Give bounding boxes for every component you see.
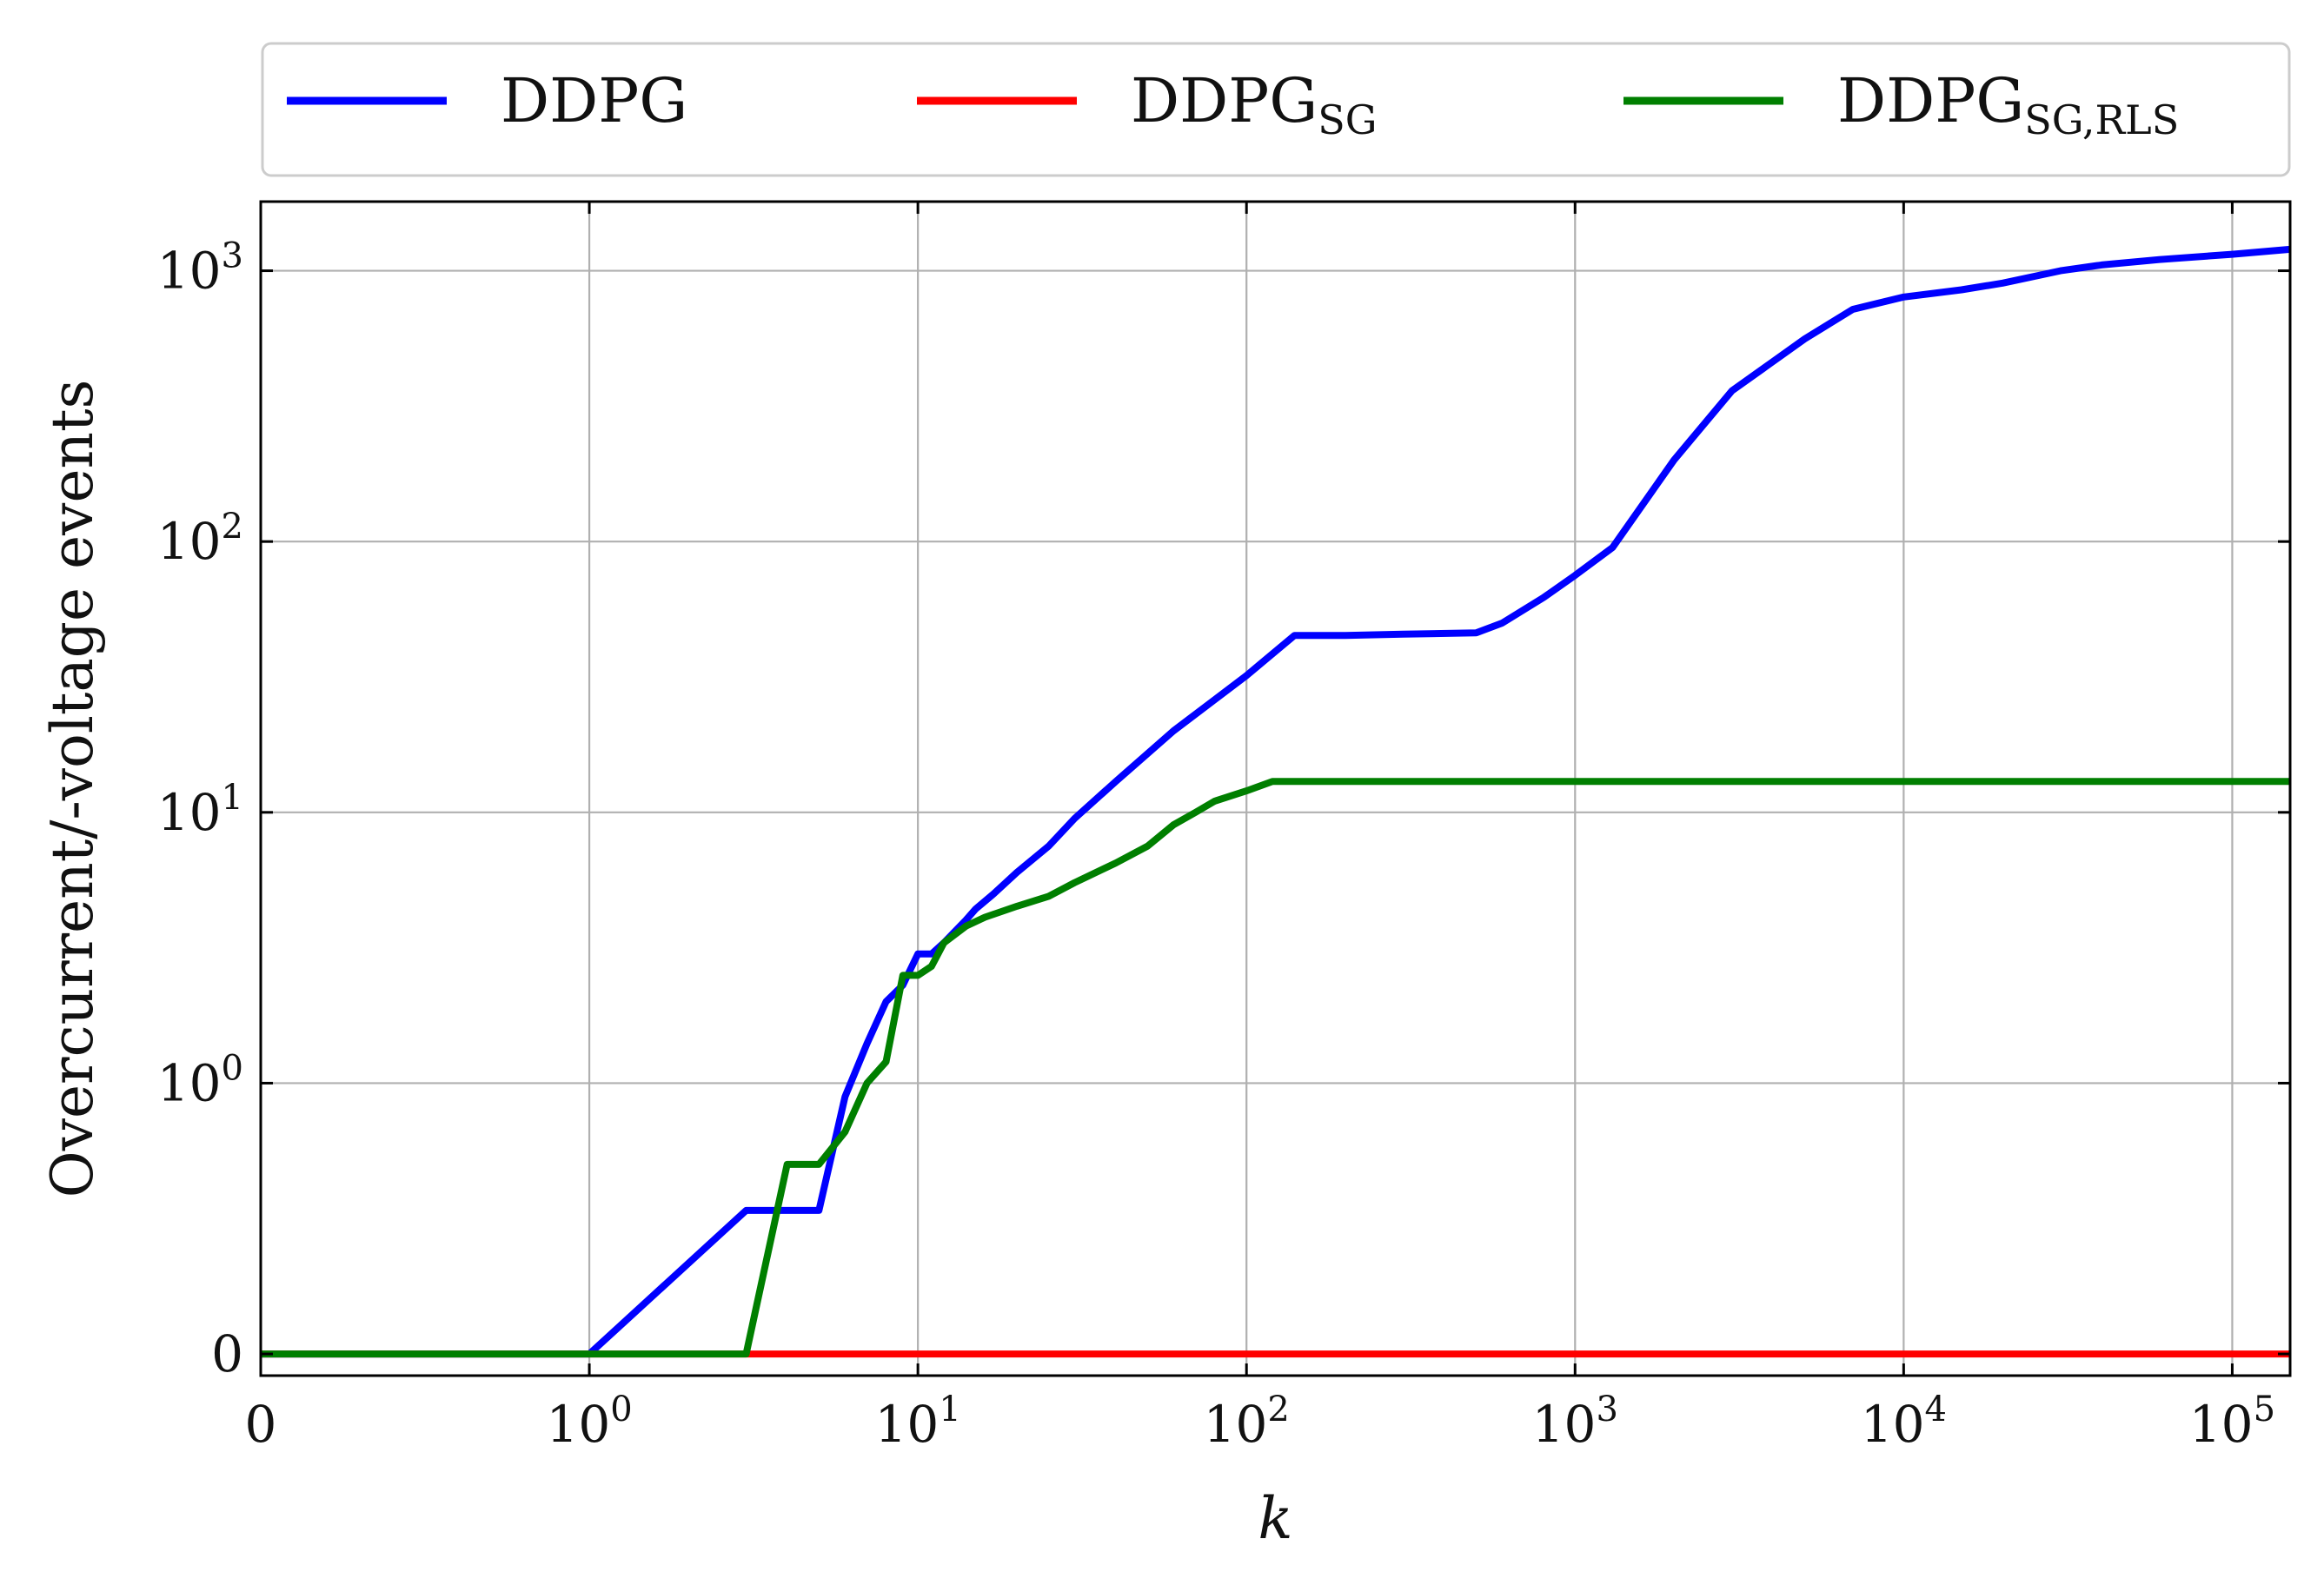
x-tick-label: 100 <box>546 1390 632 1454</box>
legend-box <box>261 42 2291 177</box>
y-tick-label: 102 <box>157 507 243 571</box>
x-tick-label: 101 <box>875 1390 961 1454</box>
plot-frame <box>259 200 2292 1377</box>
grid <box>261 202 2290 1376</box>
x-tick-label: 105 <box>2189 1390 2275 1454</box>
legend-label: DDPGSG,RLS <box>1837 65 2179 143</box>
x-tick-label: 0 <box>245 1395 277 1454</box>
legend: DDPG DDPGSG DDPGSG,RLS <box>261 42 2291 177</box>
x-tick-label: 104 <box>1861 1390 1947 1454</box>
legend-label: DDPGSG <box>1131 65 1378 143</box>
y-axis-label: Overcurrent/-voltage events <box>39 380 106 1198</box>
axes: 0 100 101 102 103 104 105 0 100 101 102 103 <box>157 200 2292 1454</box>
y-tick-label: 103 <box>157 236 243 301</box>
y-tick-label: 101 <box>157 778 243 842</box>
series-layer <box>261 245 2291 1358</box>
x-axis-label: k <box>1258 1485 1293 1552</box>
y-tick-label: 0 <box>211 1324 243 1383</box>
series-line-ddpg <box>261 245 2291 1358</box>
y-tick-label: 100 <box>157 1048 243 1112</box>
x-tick-label: 102 <box>1204 1390 1290 1454</box>
legend-label: DDPG <box>501 65 687 136</box>
series-line-ddpg-sg-rls <box>261 778 2290 1358</box>
x-tick-label: 103 <box>1532 1390 1618 1454</box>
